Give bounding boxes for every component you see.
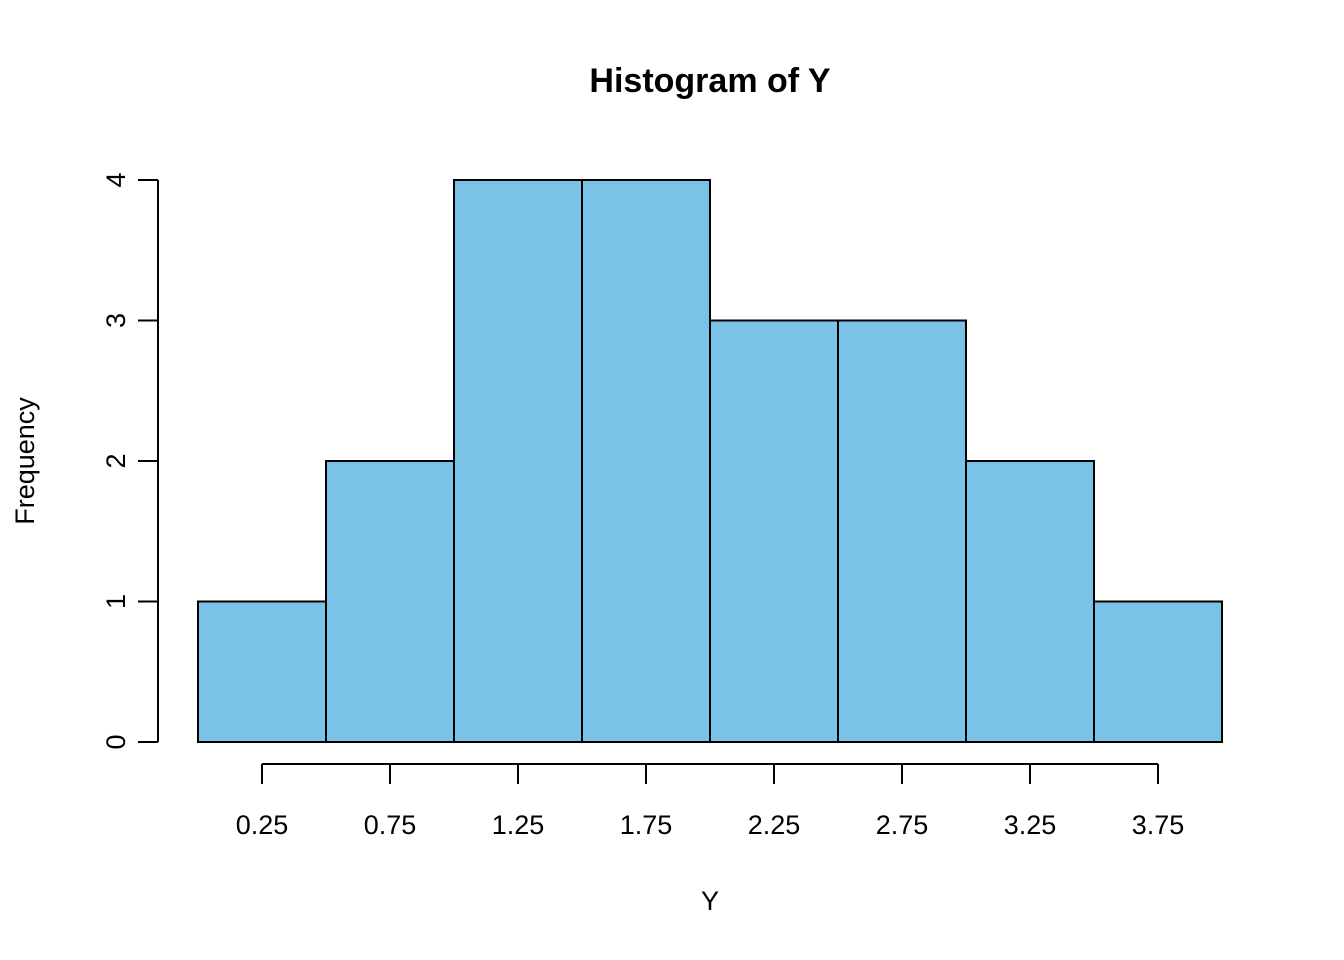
x-tick-label-2: 1.25 <box>492 810 545 840</box>
y-tick-label-3: 3 <box>101 313 131 328</box>
histogram-bar-5 <box>837 319 967 743</box>
histogram-bar-7 <box>1093 600 1223 743</box>
y-axis-label: Frequency <box>10 397 40 525</box>
chart-title: Histogram of Y <box>589 62 831 100</box>
bars-group <box>197 179 1223 743</box>
y-axis: 0 1 2 3 4 <box>101 172 159 750</box>
x-tick-label-5: 2.75 <box>876 810 929 840</box>
histogram-bar-4 <box>709 319 839 743</box>
histogram-bar-6 <box>965 460 1095 743</box>
y-tick-label-0: 0 <box>101 734 131 749</box>
x-tick-label-3: 1.75 <box>620 810 673 840</box>
x-tick-label-7: 3.75 <box>1132 810 1185 840</box>
histogram-bar-0 <box>197 600 327 743</box>
x-axis-label: Y <box>701 886 719 916</box>
histogram-bar-2 <box>453 179 583 743</box>
y-tick-label-1: 1 <box>101 594 131 609</box>
x-tick-label-1: 0.75 <box>364 810 417 840</box>
y-tick-label-2: 2 <box>101 453 131 468</box>
x-tick-label-6: 3.25 <box>1004 810 1057 840</box>
x-tick-label-4: 2.25 <box>748 810 801 840</box>
histogram-bar-1 <box>325 460 455 743</box>
x-axis: 0.25 0.75 1.25 1.75 2.25 2.75 3.25 3.75 <box>236 763 1185 840</box>
histogram-bar-3 <box>581 179 711 743</box>
x-tick-label-0: 0.25 <box>236 810 289 840</box>
y-tick-label-4: 4 <box>101 172 131 187</box>
